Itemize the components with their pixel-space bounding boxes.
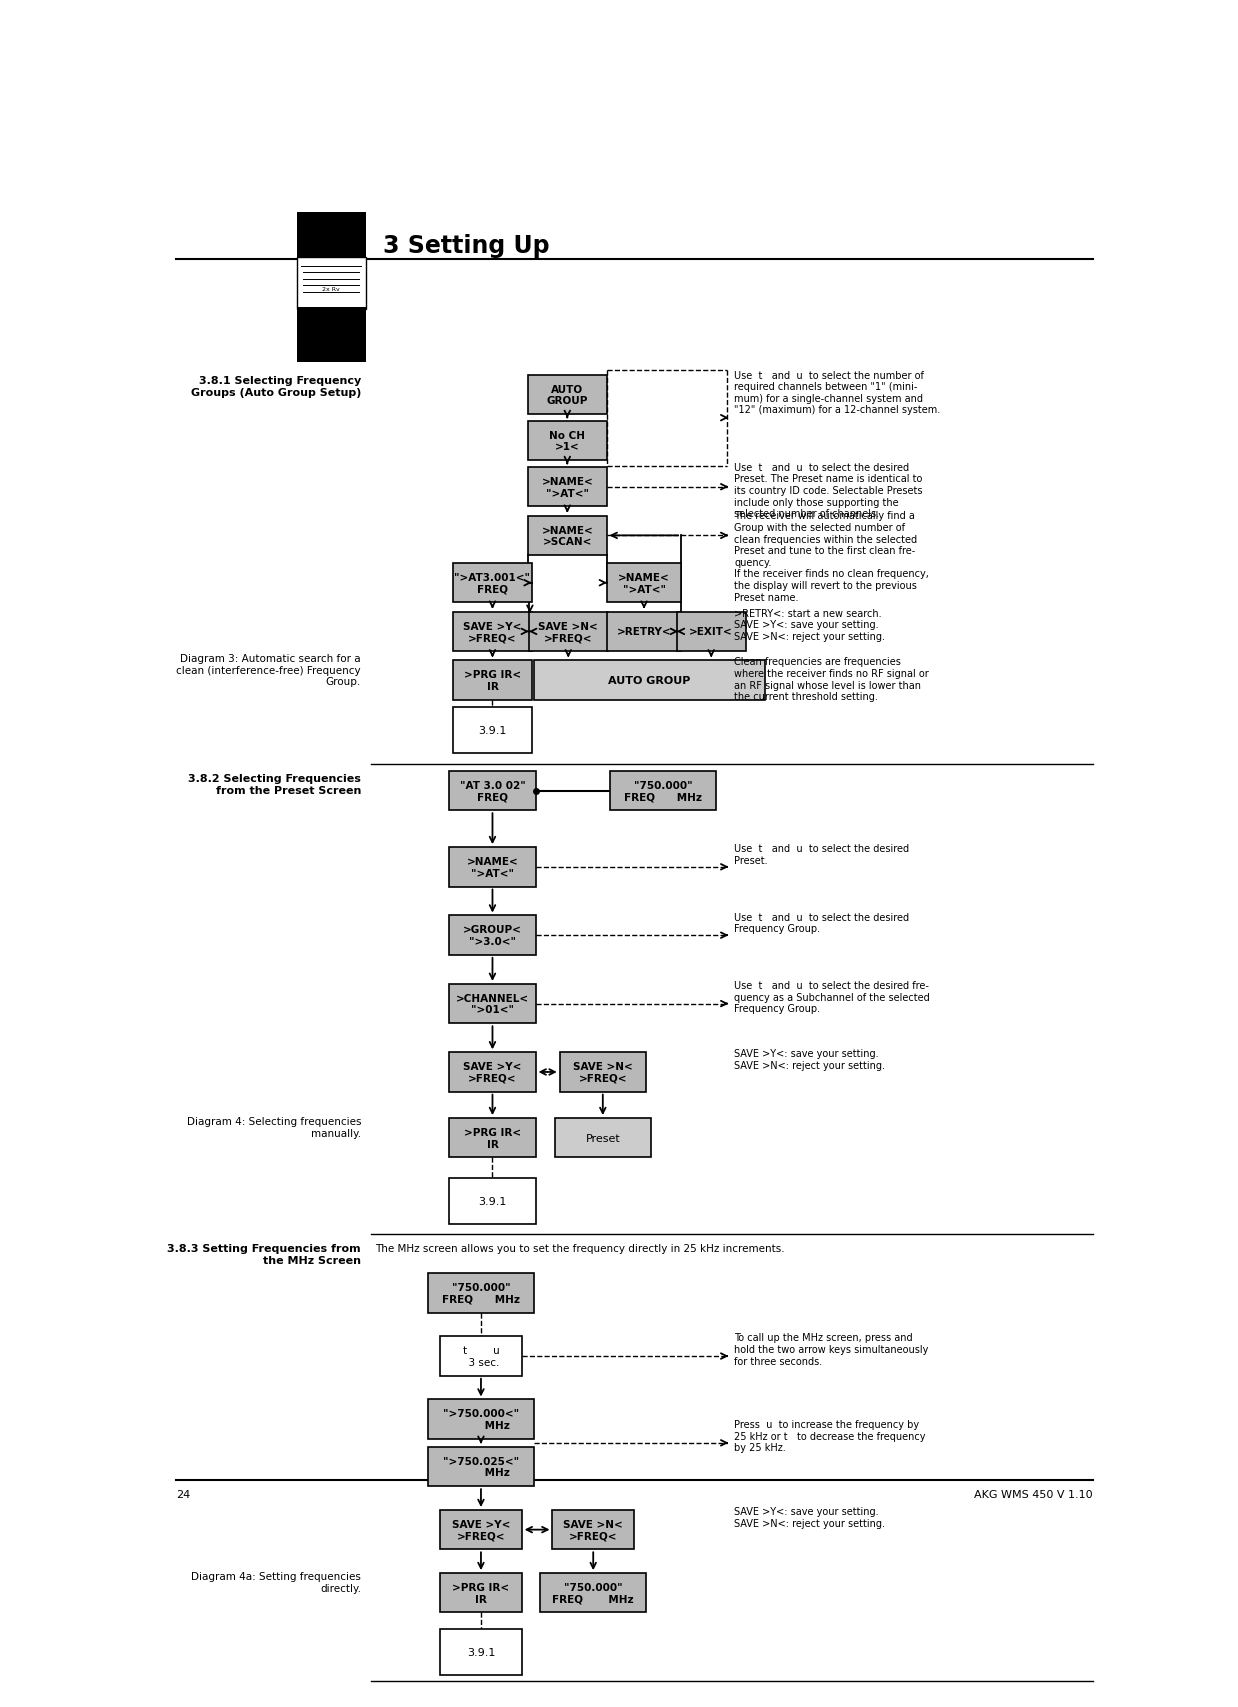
FancyBboxPatch shape: [449, 1118, 536, 1157]
FancyBboxPatch shape: [441, 1337, 521, 1376]
FancyBboxPatch shape: [453, 661, 532, 700]
FancyBboxPatch shape: [529, 613, 608, 652]
FancyBboxPatch shape: [449, 985, 536, 1024]
Text: Diagram 3: Automatic search for a
clean (interference-free) Frequency
Group.: Diagram 3: Automatic search for a clean …: [176, 654, 361, 686]
Text: AUTO
GROUP: AUTO GROUP: [547, 384, 588, 406]
FancyBboxPatch shape: [453, 563, 532, 603]
Text: The receiver will automatically find a
Group with the selected number of
clean f: The receiver will automatically find a G…: [734, 510, 930, 603]
FancyBboxPatch shape: [527, 468, 607, 507]
Text: Use  t   and  u  to select the desired fre-
quency as a Subchannel of the select: Use t and u to select the desired fre- q…: [734, 980, 930, 1014]
Text: "750.000"
FREQ      MHz: "750.000" FREQ MHz: [624, 780, 702, 802]
Text: SAVE >Y<
>FREQ<: SAVE >Y< >FREQ<: [452, 1519, 510, 1540]
Text: To call up the MHz screen, press and
hold the two arrow keys simultaneously
for : To call up the MHz screen, press and hol…: [734, 1333, 928, 1366]
Text: SAVE >Y<: save your setting.
SAVE >N<: reject your setting.: SAVE >Y<: save your setting. SAVE >N<: r…: [734, 1506, 885, 1528]
FancyBboxPatch shape: [428, 1273, 534, 1313]
FancyBboxPatch shape: [441, 1628, 521, 1675]
Text: Use  t   and  u  to select the desired
Preset.: Use t and u to select the desired Preset…: [734, 843, 910, 865]
Text: "AT 3.0 02"
FREQ: "AT 3.0 02" FREQ: [459, 780, 525, 802]
Bar: [297, 213, 366, 259]
Text: 3 Setting Up: 3 Setting Up: [383, 234, 550, 258]
Text: >NAME<
">AT<": >NAME< ">AT<": [467, 857, 519, 877]
Text: ">750.025<"
         MHz: ">750.025<" MHz: [443, 1456, 519, 1478]
FancyBboxPatch shape: [610, 772, 716, 811]
Text: Diagram 4a: Setting frequencies
directly.: Diagram 4a: Setting frequencies directly…: [191, 1572, 361, 1593]
Text: 3.9.1: 3.9.1: [478, 725, 506, 736]
Text: AKG WMS 450 V 1.10: AKG WMS 450 V 1.10: [974, 1489, 1093, 1499]
Text: >GROUP<
">3.0<": >GROUP< ">3.0<": [463, 925, 522, 946]
FancyBboxPatch shape: [607, 613, 681, 652]
FancyBboxPatch shape: [552, 1511, 634, 1550]
FancyBboxPatch shape: [560, 1053, 646, 1092]
FancyBboxPatch shape: [441, 1574, 521, 1613]
Text: SAVE >Y<
>FREQ<: SAVE >Y< >FREQ<: [463, 621, 521, 644]
Text: 3.8.1 Selecting Frequency
Groups (Auto Group Setup): 3.8.1 Selecting Frequency Groups (Auto G…: [191, 376, 361, 398]
Text: SAVE >N<
>FREQ<: SAVE >N< >FREQ<: [563, 1519, 623, 1540]
Text: ">750.000<"
         MHz: ">750.000<" MHz: [443, 1408, 519, 1430]
Text: No CH
>1<: No CH >1<: [550, 430, 586, 452]
Text: Diagram 4: Selecting frequencies
manually.: Diagram 4: Selecting frequencies manuall…: [187, 1116, 361, 1139]
Text: 2x Rv: 2x Rv: [322, 287, 340, 292]
Text: 3.9.1: 3.9.1: [478, 1197, 506, 1207]
Text: 3.8.3 Setting Frequencies from
the MHz Screen: 3.8.3 Setting Frequencies from the MHz S…: [167, 1243, 361, 1265]
Text: >RETRY<: start a new search.
SAVE >Y<: save your setting.
SAVE >N<: reject your : >RETRY<: start a new search. SAVE >Y<: s…: [734, 608, 885, 642]
Text: >PRG IR<
IR: >PRG IR< IR: [464, 669, 521, 691]
FancyBboxPatch shape: [607, 563, 681, 603]
FancyBboxPatch shape: [527, 422, 607, 461]
FancyBboxPatch shape: [541, 1574, 646, 1613]
Text: Press  u  to increase the frequency by
25 kHz or t   to decrease the frequency
b: Press u to increase the frequency by 25 …: [734, 1419, 926, 1453]
Text: SAVE >N<
>FREQ<: SAVE >N< >FREQ<: [573, 1062, 633, 1084]
Text: >CHANNEL<
">01<": >CHANNEL< ">01<": [456, 993, 529, 1014]
Text: t        u
  3 sec.: t u 3 sec.: [462, 1345, 500, 1367]
Text: >NAME<
">AT<": >NAME< ">AT<": [618, 572, 670, 594]
FancyBboxPatch shape: [449, 917, 536, 956]
Text: 3.9.1: 3.9.1: [467, 1647, 495, 1657]
Text: >PRG IR<
IR: >PRG IR< IR: [452, 1582, 510, 1603]
FancyBboxPatch shape: [428, 1400, 534, 1439]
Text: 3.8.2 Selecting Frequencies
from the Preset Screen: 3.8.2 Selecting Frequencies from the Pre…: [188, 773, 361, 795]
Text: SAVE >N<
>FREQ<: SAVE >N< >FREQ<: [539, 621, 598, 644]
FancyBboxPatch shape: [527, 376, 607, 415]
Text: SAVE >Y<: save your setting.
SAVE >N<: reject your setting.: SAVE >Y<: save your setting. SAVE >N<: r…: [734, 1048, 885, 1070]
Text: AUTO GROUP: AUTO GROUP: [608, 676, 691, 686]
FancyBboxPatch shape: [534, 661, 765, 700]
Text: Use  t   and  u  to select the desired
Preset. The Preset name is identical to
i: Use t and u to select the desired Preset…: [734, 463, 922, 519]
FancyBboxPatch shape: [449, 1178, 536, 1224]
Bar: [297, 307, 366, 362]
FancyBboxPatch shape: [449, 848, 536, 888]
Text: SAVE >Y<
>FREQ<: SAVE >Y< >FREQ<: [463, 1062, 521, 1084]
FancyBboxPatch shape: [453, 708, 532, 753]
Text: "750.000"
FREQ       MHz: "750.000" FREQ MHz: [552, 1582, 634, 1603]
Text: >EXIT<: >EXIT<: [690, 626, 733, 637]
Text: >RETRY<: >RETRY<: [617, 626, 671, 637]
Text: The MHz screen allows you to set the frequency directly in 25 kHz increments.: The MHz screen allows you to set the fre…: [375, 1243, 785, 1253]
Text: ">AT3.001<"
FREQ: ">AT3.001<" FREQ: [454, 572, 530, 594]
Text: Preset: Preset: [586, 1133, 620, 1144]
FancyBboxPatch shape: [428, 1448, 534, 1487]
FancyBboxPatch shape: [527, 516, 607, 556]
FancyBboxPatch shape: [449, 1053, 536, 1092]
Text: "750.000"
FREQ      MHz: "750.000" FREQ MHz: [442, 1282, 520, 1304]
FancyBboxPatch shape: [453, 613, 532, 652]
Text: Clean frequencies are frequencies
where the receiver finds no RF signal or
an RF: Clean frequencies are frequencies where …: [734, 657, 928, 702]
Bar: [297, 258, 366, 311]
FancyBboxPatch shape: [449, 772, 536, 811]
FancyBboxPatch shape: [441, 1511, 521, 1550]
FancyBboxPatch shape: [677, 613, 745, 652]
Text: >PRG IR<
IR: >PRG IR< IR: [464, 1127, 521, 1149]
Text: >NAME<
>SCAN<: >NAME< >SCAN<: [541, 526, 593, 546]
FancyBboxPatch shape: [555, 1118, 651, 1157]
Text: 24: 24: [176, 1489, 191, 1499]
Text: Use  t   and  u  to select the desired
Frequency Group.: Use t and u to select the desired Freque…: [734, 912, 910, 934]
Text: >NAME<
">AT<": >NAME< ">AT<": [541, 476, 593, 498]
Text: Use  t   and  u  to select the number of
required channels between "1" (mini-
mu: Use t and u to select the number of requ…: [734, 370, 941, 415]
